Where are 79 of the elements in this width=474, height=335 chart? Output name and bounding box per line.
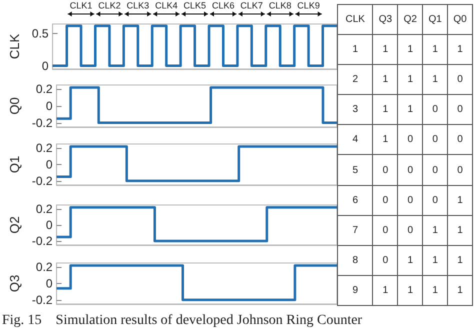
y-tick-label: 0.2: [36, 141, 53, 156]
text: CLK8: [268, 0, 292, 10]
y-axis-title: CLK: [7, 34, 22, 60]
y-tick-label: 4: [338, 124, 373, 155]
y-tick-label: -0.2: [32, 174, 53, 188]
y-axis-title: Q1: [7, 156, 22, 174]
data-label: 1: [422, 275, 448, 306]
y-tick-label: 7: [338, 215, 373, 246]
y-tick-label: 0.2: [36, 82, 53, 96]
y-tick-label: 3: [338, 94, 373, 125]
data-label: 0: [398, 185, 423, 216]
data-label: 0: [372, 154, 398, 186]
data-label: 0: [398, 124, 423, 155]
y-axis-title: Q2: [7, 216, 22, 234]
data-label: 0: [422, 124, 448, 155]
data-label: 1: [422, 215, 448, 246]
data-label: 1: [398, 34, 423, 65]
data-label: 1: [448, 185, 472, 216]
text: CLK3: [126, 0, 150, 10]
y-tick-label: 1: [338, 34, 373, 65]
data-label: 0: [398, 215, 423, 246]
y-tick-label: 2: [338, 64, 373, 95]
y-tick-label: -0.2: [32, 234, 53, 248]
data-label: 0: [372, 245, 398, 276]
y-axis-title: Q3: [7, 274, 22, 292]
x-tick-label: Q1: [422, 4, 448, 35]
data-label: 0: [448, 124, 472, 155]
data-label: 1: [422, 34, 448, 65]
data-label: 1: [372, 275, 398, 306]
text: CLK6: [212, 0, 234, 10]
y-tick-label: 0: [46, 276, 53, 290]
data-label: 1: [398, 245, 423, 276]
data-label: 0: [372, 185, 398, 216]
data-label: 1: [422, 64, 448, 95]
y-tick-label: 0.5: [32, 26, 49, 41]
y-tick-label: 0.2: [36, 260, 53, 274]
data-label: 1: [372, 34, 398, 65]
data-label: 1: [372, 94, 398, 125]
data-label: 1: [448, 34, 472, 65]
y-tick-label: 8: [338, 245, 373, 276]
data-label: 1: [372, 64, 398, 95]
data-label: 0: [398, 154, 423, 186]
text: CLK5: [184, 0, 206, 10]
y-tick-label: -0.2: [32, 292, 53, 307]
y-tick-label: 0: [46, 218, 53, 232]
data-label: 0: [422, 185, 448, 216]
data-label: 1: [398, 275, 423, 306]
caption: Fig. 15 Simulation results of developed Johnson Ring Counter: [2, 313, 362, 329]
x-tick-label: Q2: [398, 4, 423, 35]
y-tick-label: 0: [42, 58, 49, 73]
y-tick-label: 9: [338, 275, 373, 306]
data-label: 1: [448, 275, 472, 306]
data-label: 1: [448, 245, 472, 276]
data-label: 1: [372, 124, 398, 155]
text: CLK9: [297, 0, 320, 10]
text: CLK1: [70, 0, 92, 10]
data-label: 0: [448, 64, 472, 95]
y-axis-title: Q0: [7, 97, 22, 115]
x-tick-label: Q3: [372, 4, 398, 35]
data-label: 0: [372, 215, 398, 246]
y-tick-label: 0: [46, 158, 53, 172]
y-tick-label: -0.2: [32, 116, 53, 130]
text: CLK7: [240, 0, 263, 10]
data-label: 1: [448, 215, 472, 246]
data-label: 0: [422, 94, 448, 125]
y-tick-label: 6: [338, 185, 373, 216]
data-label: 1: [398, 94, 423, 125]
y-tick-label: 5: [338, 154, 373, 186]
y-tick-label: 0.2: [36, 202, 53, 216]
data-label: 1: [422, 245, 448, 276]
text: CLK2: [98, 0, 121, 10]
data-label: 1: [398, 64, 423, 95]
text: CLK4: [155, 0, 178, 10]
x-tick-label: Q0: [448, 4, 472, 35]
data-label: 0: [448, 94, 472, 125]
data-label: 0: [448, 154, 472, 186]
y-axis-title: CLK: [338, 4, 373, 35]
data-label: 0: [422, 154, 448, 186]
y-tick-label: 0: [46, 99, 53, 113]
